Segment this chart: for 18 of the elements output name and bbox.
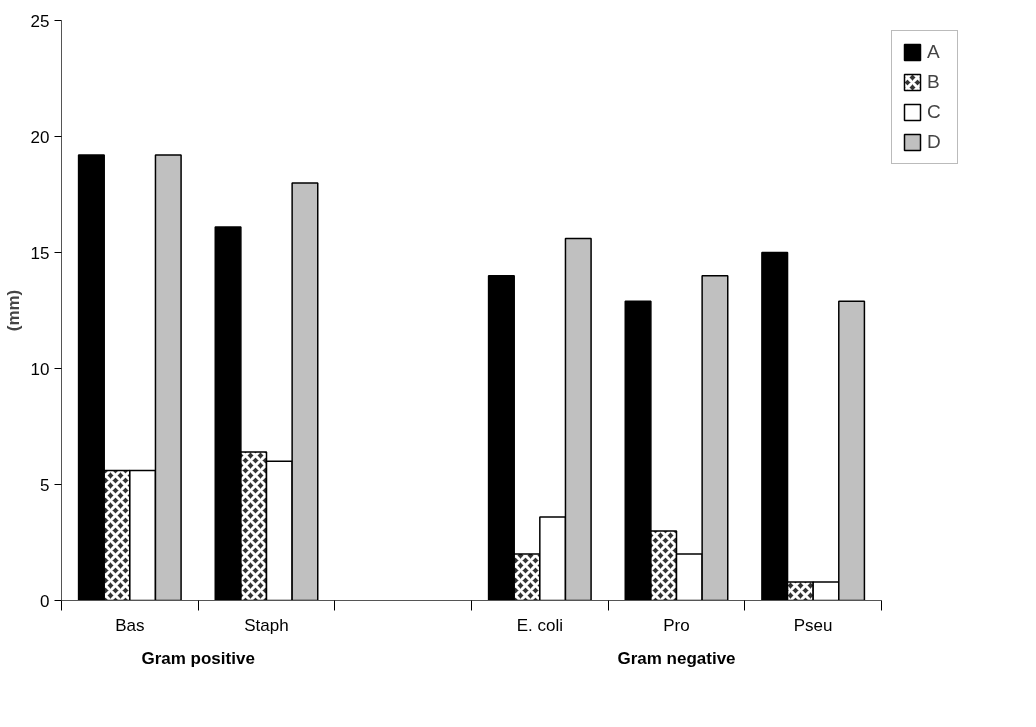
x-tick-label: E. coli <box>516 615 563 635</box>
y-tick-label: 10 <box>30 359 50 379</box>
text: Gram negative <box>617 648 736 668</box>
y-tick-label: 15 <box>30 243 50 263</box>
legend-label: B <box>927 71 941 93</box>
x-tick-label: Pro <box>663 615 690 635</box>
legend-label: D <box>927 131 942 153</box>
y-tick-label: 5 <box>40 475 50 495</box>
text: Gram positive <box>141 648 255 668</box>
legend-label: A <box>927 41 941 63</box>
x-tick-label: Pseu <box>793 615 833 635</box>
y-tick-label: 0 <box>40 591 50 611</box>
legend-label: C <box>927 101 942 123</box>
x-tick-label: Bas <box>115 615 145 635</box>
x-tick-label: Staph <box>244 615 289 635</box>
y-tick-label: 25 <box>30 11 50 31</box>
y-axis-title: (mm) <box>3 289 23 332</box>
y-tick-label: 20 <box>30 127 50 147</box>
